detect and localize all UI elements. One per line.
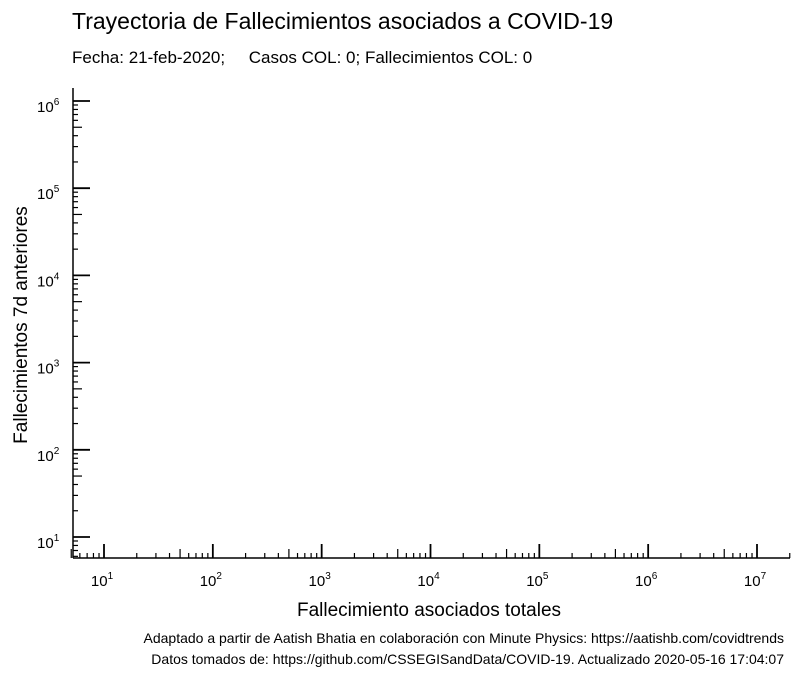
axes [72, 88, 790, 559]
y-tick-label: 105 [37, 184, 60, 203]
x-tick-label: 104 [417, 571, 440, 590]
x-tick-label: 106 [635, 571, 658, 590]
x-tick-label: 101 [91, 571, 114, 590]
x-axis-ticks: 101 102 103 104 105 106 107 [70, 544, 791, 590]
source-note: Datos tomados de: https://github.com/CSS… [151, 651, 784, 667]
y-tick-label: 104 [37, 271, 60, 290]
y-tick-label: 102 [37, 446, 60, 465]
x-tick-label: 103 [309, 571, 332, 590]
y-tick-label: 101 [37, 533, 60, 552]
x-tick-label: 107 [744, 571, 767, 590]
y-tick-label: 106 [37, 97, 60, 116]
credit-note: Adaptado a partir de Aatish Bhatia en co… [143, 630, 784, 646]
y-axis-label: Fallecimientos 7d anteriores [11, 206, 32, 444]
stats-label: Casos COL: 0; Fallecimientos COL: 0 [248, 48, 533, 67]
x-tick-label: 105 [526, 571, 549, 590]
x-axis-label: Fallecimiento asociados totales [297, 600, 561, 621]
x-tick-label: 102 [200, 571, 223, 590]
chart-subtitle: Fecha: 21-feb-2020; Casos COL: 0; Fallec… [72, 48, 532, 68]
chart-title: Trayectoria de Fallecimientos asociados … [72, 8, 614, 34]
date-label: Fecha: 21-feb-2020; [72, 48, 226, 67]
y-axis-ticks: 101 102 103 104 105 106 [37, 97, 90, 557]
y-tick-label: 103 [37, 359, 60, 378]
